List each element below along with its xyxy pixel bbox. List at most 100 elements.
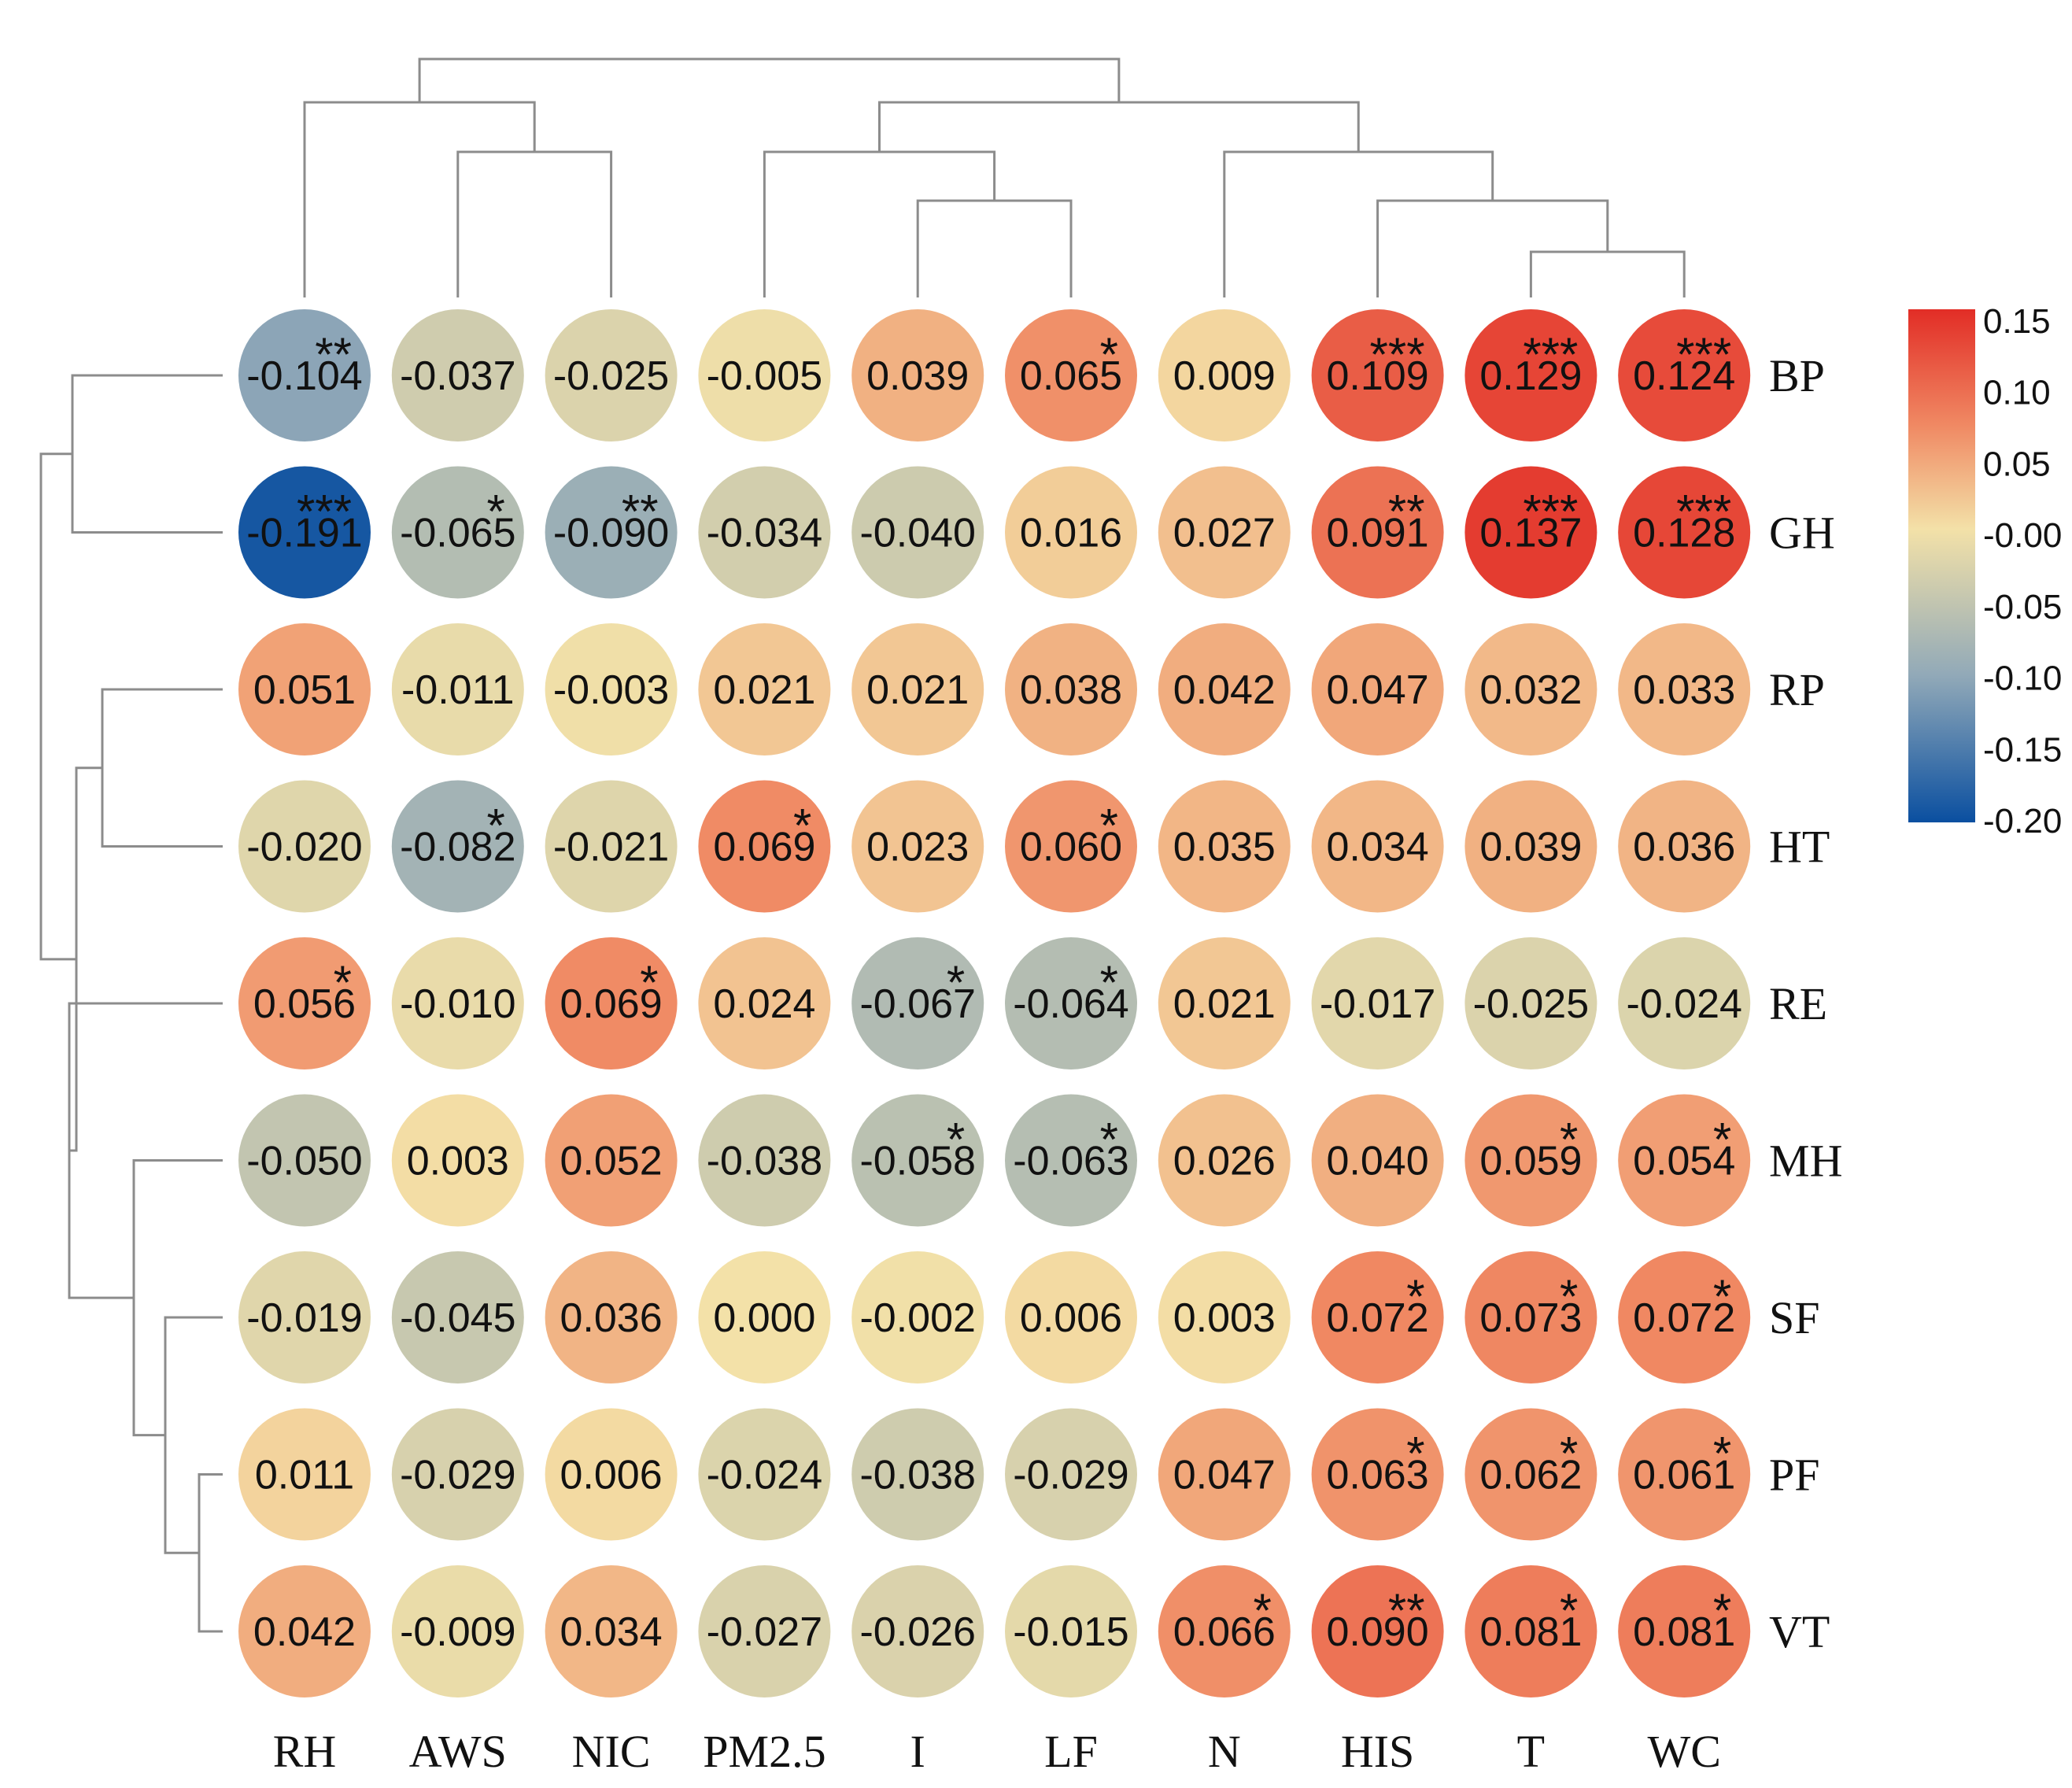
row-label: RE: [1769, 978, 1827, 1029]
cell-circle: [545, 1094, 678, 1227]
dendrogram-branch: [164, 1316, 223, 1554]
cell-value: 0.109: [1327, 353, 1429, 399]
cell-circle: [545, 1565, 678, 1697]
cell-circle: [1005, 1408, 1137, 1541]
cell-circle: [1618, 1094, 1751, 1227]
cell-value: -0.003: [553, 667, 669, 713]
row-label: VT: [1769, 1606, 1830, 1657]
cell-circle: [545, 309, 678, 441]
heatmap-cells: -0.104** -0.037 -0.025 -0.005 0.039 0.065* 0.0…: [238, 309, 1751, 1697]
cell-value: 0.021: [866, 667, 969, 713]
cell-significance: *: [1100, 800, 1118, 852]
cell-circle: [1618, 780, 1751, 913]
cell-significance: *: [1713, 1428, 1731, 1480]
cell-significance: *: [1713, 1584, 1731, 1637]
cell-circle: [1618, 1565, 1751, 1697]
cell-significance: *: [1100, 956, 1118, 1009]
colorbar-tick-label: -0.15: [1983, 730, 2062, 769]
cell-circle: [1311, 937, 1444, 1069]
cell-value: 0.047: [1173, 1453, 1276, 1498]
dendrogram-branch: [1529, 250, 1686, 297]
cell-circle: [851, 623, 984, 755]
cell-circle: [238, 1565, 371, 1697]
cell-value: 0.129: [1479, 353, 1582, 399]
cell-value: -0.011: [401, 667, 515, 713]
cell-circle: [851, 1251, 984, 1383]
cell-circle: [391, 1251, 524, 1383]
column-label: PM2.5: [703, 1726, 825, 1777]
cell-value: 0.042: [253, 1609, 356, 1655]
colorbar-gradient: [1908, 309, 1975, 822]
cell-significance: *: [334, 956, 352, 1009]
dendrogram-branch: [878, 101, 1360, 152]
cell-value: -0.029: [400, 1453, 515, 1498]
cell-circle: [238, 309, 371, 441]
cell-value: 0.072: [1633, 1295, 1735, 1341]
cell-circle: [391, 1408, 524, 1541]
cell-value: -0.064: [1013, 981, 1128, 1027]
cell-value: 0.069: [560, 981, 663, 1027]
cell-significance: *: [1253, 1584, 1271, 1637]
cell-value: 0.066: [1173, 1609, 1276, 1655]
column-label: N: [1208, 1726, 1241, 1777]
cell-circle: [391, 780, 524, 913]
cell-value: 0.003: [407, 1139, 509, 1184]
cell-circle: [1618, 309, 1751, 441]
cell-circle: [698, 1094, 831, 1227]
cell-significance: *: [1406, 1428, 1424, 1480]
cell-circle: [1464, 1094, 1597, 1227]
colorbar-tick-label: -0.05: [1983, 588, 2062, 626]
cell-circle: [851, 309, 984, 441]
colorbar-tick-label: 0.15: [1983, 302, 2051, 341]
cell-value: -0.025: [1473, 981, 1589, 1027]
cell-value: -0.058: [859, 1139, 975, 1184]
cell-value: 0.081: [1633, 1609, 1735, 1655]
column-label: T: [1517, 1726, 1545, 1777]
cell-circle: [1158, 780, 1291, 913]
cell-significance: ***: [1523, 486, 1578, 538]
cell-value: 0.060: [1020, 825, 1122, 870]
cell-significance: **: [315, 328, 352, 381]
cell-circle: [391, 309, 524, 441]
cell-value: -0.025: [553, 353, 669, 399]
column-label: NIC: [572, 1726, 651, 1777]
cell-value: 0.128: [1633, 511, 1735, 556]
cell-value: 0.052: [560, 1139, 663, 1184]
cell-value: 0.032: [1479, 667, 1582, 713]
cell-significance: ***: [1523, 328, 1578, 381]
cell-circle: [1618, 1251, 1751, 1383]
cell-value: 0.036: [560, 1295, 663, 1341]
cell-value: 0.026: [1173, 1139, 1276, 1184]
cell-circle: [1464, 937, 1597, 1069]
cell-circle: [391, 623, 524, 755]
colorbar-tick-label: 0.05: [1983, 445, 2051, 483]
cell-circle: [391, 466, 524, 599]
cell-circle: [1464, 1565, 1597, 1697]
cell-value: -0.021: [553, 825, 669, 870]
cell-circle: [238, 1094, 371, 1227]
colorbar-tick-label: -0.20: [1983, 802, 2062, 840]
cell-circle: [545, 623, 678, 755]
cell-circle: [1311, 1565, 1444, 1697]
cell-value: 0.124: [1633, 353, 1735, 399]
row-label: BP: [1769, 350, 1825, 401]
dendrogram-branch: [39, 453, 76, 961]
cell-circle: [545, 780, 678, 913]
cell-circle: [698, 466, 831, 599]
cell-value: -0.024: [1626, 981, 1741, 1027]
cell-value: 0.006: [560, 1453, 663, 1498]
column-label: I: [910, 1726, 925, 1777]
cell-circle: [698, 1565, 831, 1697]
cell-significance: *: [1560, 1584, 1578, 1637]
cell-value: 0.006: [1020, 1295, 1122, 1341]
cell-circle: [1618, 466, 1751, 599]
dendrogram-branch: [916, 199, 1073, 297]
cell-significance: *: [1406, 1270, 1424, 1323]
cell-circle: [1464, 309, 1597, 441]
cell-value: 0.051: [253, 667, 356, 713]
dendrogram-branch: [132, 1159, 223, 1437]
cell-circle: [1311, 623, 1444, 755]
cell-value: 0.040: [1327, 1139, 1429, 1184]
cell-value: -0.019: [246, 1295, 362, 1341]
column-labels: RH AWS NIC PM2.5 I LF N HIS T WC: [273, 1726, 1721, 1777]
